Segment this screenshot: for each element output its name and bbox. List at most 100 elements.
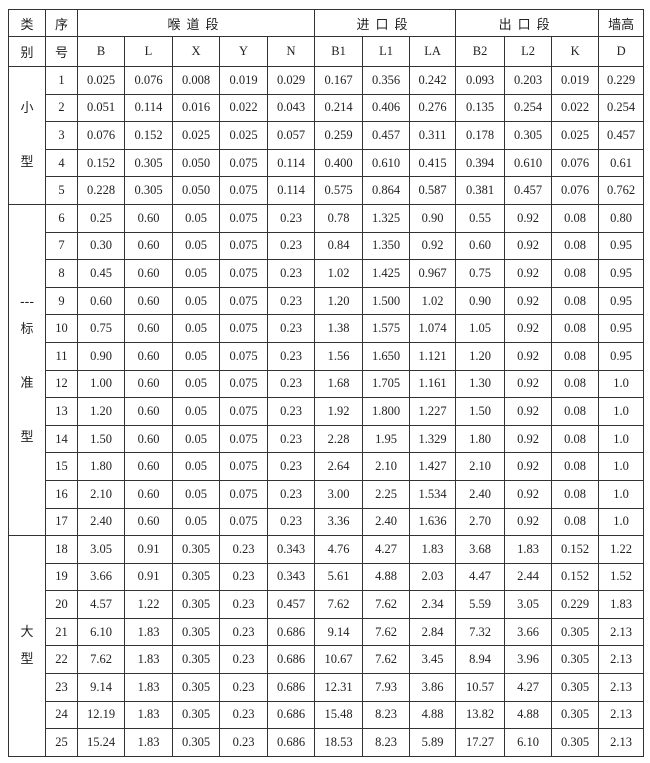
table-row: 12 1.00 0.60 0.05 0.075 0.23 1.68 1.705 1.161 1.3…	[9, 369, 645, 399]
value-cell: 0.305	[172, 590, 220, 619]
value-cell: 7.32	[455, 617, 506, 647]
table-row: 16 2.10 0.60 0.05 0.075 0.23 3.00 2.25 1.534 2.40…	[9, 479, 645, 509]
value-cell: 1.800	[362, 397, 411, 426]
value-cell: 0.686	[266, 673, 316, 702]
value-cell: 0.91	[124, 562, 173, 592]
value-cell: 0.08	[551, 286, 600, 316]
value-cell: 0.152	[77, 148, 125, 178]
value-cell: 8.23	[362, 700, 411, 730]
value-cell: 0.23	[266, 479, 316, 509]
row-index-cell: 8	[45, 259, 78, 288]
value-cell: 0.84	[314, 231, 364, 261]
table-row: 3 0.076 0.152 0.025 0.025 0.057 0.259 0.457 0.31…	[9, 121, 645, 150]
value-cell: 0.075	[219, 507, 268, 537]
value-cell: 15.24	[77, 728, 125, 757]
value-cell: 2.13	[598, 645, 645, 675]
value-cell: 0.178	[455, 121, 506, 150]
value-cell: 0.95	[598, 231, 645, 261]
value-cell: 1.636	[409, 507, 457, 537]
value-cell: 0.075	[219, 314, 268, 343]
value-cell: 0.025	[77, 66, 125, 95]
row-index-cell: 23	[45, 673, 78, 702]
value-cell: 0.025	[172, 121, 220, 150]
row-index-cell: 18	[45, 535, 78, 564]
value-cell: 3.68	[455, 535, 506, 564]
value-cell: 0.022	[551, 93, 600, 123]
value-cell: 0.45	[77, 259, 125, 288]
table-body: 小 型 1 0.025 0.076 0.008 0.019 0.029 0.167 0.356 0…	[8, 66, 645, 757]
value-cell: 0.23	[266, 452, 316, 481]
value-cell: 0.95	[598, 314, 645, 343]
value-cell: 0.08	[551, 479, 600, 509]
value-cell: 0.050	[172, 148, 220, 178]
header-index-bottom: 号	[45, 36, 78, 67]
header-group-wall-height: 墙高	[598, 9, 645, 37]
value-cell: 1.0	[598, 424, 645, 454]
table-row: 13 1.20 0.60 0.05 0.075 0.23 1.92 1.800 1.227 1.5…	[9, 397, 645, 426]
row-index-cell: 3	[45, 121, 78, 150]
table-row: 9 0.60 0.60 0.05 0.075 0.23 1.20 1.500 1.02 0.90 0…	[9, 286, 645, 316]
value-cell: 0.135	[455, 93, 506, 123]
value-cell: 1.83	[124, 617, 173, 647]
value-cell: 1.20	[455, 341, 506, 371]
value-cell: 0.864	[362, 176, 411, 205]
value-cell: 1.500	[362, 286, 411, 316]
value-cell: 1.83	[124, 673, 173, 702]
value-cell: 0.043	[266, 93, 316, 123]
column-header-b2: B2	[455, 36, 506, 67]
value-cell: 0.075	[219, 176, 268, 205]
value-cell: 0.05	[172, 259, 220, 288]
value-cell: 0.80	[598, 203, 645, 233]
value-cell: 0.23	[266, 203, 316, 233]
table-row: 8 0.45 0.60 0.05 0.075 0.23 1.02 1.425 0.967 0.75…	[9, 259, 645, 288]
value-cell: 0.95	[598, 341, 645, 371]
value-cell: 0.92	[504, 397, 553, 426]
value-cell: 0.60	[77, 286, 125, 316]
row-index-cell: 15	[45, 452, 78, 481]
value-cell: 0.60	[455, 231, 506, 261]
value-cell: 1.02	[314, 259, 364, 288]
value-cell: 1.52	[598, 562, 645, 592]
value-cell: 0.075	[219, 341, 268, 371]
value-cell: 0.686	[266, 728, 316, 757]
value-cell: 0.92	[504, 259, 553, 288]
row-index-cell: 24	[45, 700, 78, 730]
table-row: 19 3.66 0.91 0.305 0.23 0.343 5.61 4.88 2.03 4.47…	[9, 562, 645, 592]
value-cell: 3.05	[504, 590, 553, 619]
value-cell: 1.074	[409, 314, 457, 343]
row-index-cell: 7	[45, 231, 78, 261]
row-index-cell: 14	[45, 424, 78, 454]
value-cell: 0.05	[172, 452, 220, 481]
value-cell: 0.575	[314, 176, 364, 205]
value-cell: 1.83	[598, 590, 645, 619]
table-row: 小 型 1 0.025 0.076 0.008 0.019 0.029 0.167 0.356 0…	[8, 66, 645, 205]
value-cell: 0.025	[551, 121, 600, 150]
value-cell: 7.62	[314, 590, 364, 619]
table-row: 22 7.62 1.83 0.305 0.23 0.686 10.67 7.62 3.45 8.9…	[9, 645, 645, 675]
value-cell: 0.686	[266, 617, 316, 647]
value-cell: 8.23	[362, 728, 411, 757]
row-index-cell: 13	[45, 397, 78, 426]
value-cell: 0.08	[551, 369, 600, 399]
value-cell: 0.305	[172, 728, 220, 757]
table-row: 20 4.57 1.22 0.305 0.23 0.457 7.62 7.62 2.34 5.59…	[9, 590, 645, 619]
value-cell: 0.214	[314, 93, 364, 123]
header-category-top: 类	[8, 9, 46, 37]
value-cell: 3.66	[504, 617, 553, 647]
value-cell: 0.60	[124, 203, 173, 233]
value-cell: 0.05	[172, 314, 220, 343]
table-row: 7 0.30 0.60 0.05 0.075 0.23 0.84 1.350 0.92 0.60 0…	[9, 231, 645, 261]
table-row: 大 型 18 3.05 0.91 0.305 0.23 0.343 4.76 4.27 1.83 3…	[8, 535, 645, 757]
value-cell: 1.161	[409, 369, 457, 399]
header-row-columns: 别 号 B L X Y N B1 L1 LA B2 L2 K D	[8, 36, 645, 67]
header-group-outlet: 出口段	[455, 9, 600, 37]
value-cell: 0.686	[266, 645, 316, 675]
value-cell: 0.60	[124, 259, 173, 288]
value-cell: 1.427	[409, 452, 457, 481]
value-cell: 1.350	[362, 231, 411, 261]
value-cell: 0.254	[598, 93, 645, 123]
value-cell: 1.121	[409, 341, 457, 371]
column-header-y: Y	[219, 36, 268, 67]
value-cell: 2.40	[362, 507, 411, 537]
value-cell: 1.83	[504, 535, 553, 564]
